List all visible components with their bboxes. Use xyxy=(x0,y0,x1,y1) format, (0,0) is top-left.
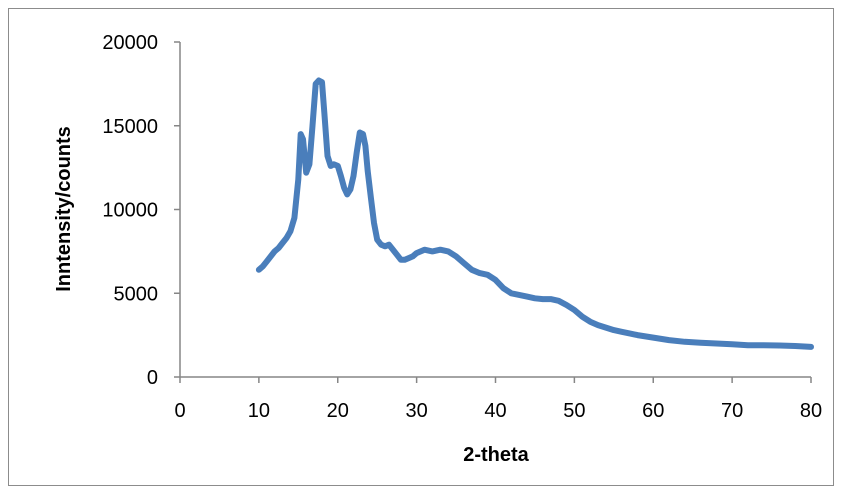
chart-frame xyxy=(8,8,834,486)
y-tick-label: 15000 xyxy=(102,116,158,138)
y-tick-label: 5000 xyxy=(114,283,159,305)
x-tick-label: 30 xyxy=(406,400,428,422)
y-tick-label: 20000 xyxy=(102,32,158,54)
x-axis-title: 2-theta xyxy=(463,444,529,466)
ticks: 0 5000 10000 15000 20000 0 10 20 30 40 50 60 70 80 xyxy=(102,32,822,422)
y-axis-title: Inntensity/counts xyxy=(53,126,75,292)
y-tick-label: 0 xyxy=(147,367,158,389)
x-tick-label: 70 xyxy=(721,400,743,422)
x-tick-label: 60 xyxy=(642,400,664,422)
axes xyxy=(179,42,811,378)
x-tick-label: 80 xyxy=(800,400,822,422)
y-tick-label: 10000 xyxy=(102,200,158,222)
x-tick-label: 40 xyxy=(484,400,506,422)
x-tick-label: 0 xyxy=(174,400,185,422)
plot-area xyxy=(255,77,814,350)
x-tick-label: 50 xyxy=(563,400,585,422)
x-tick-label: 20 xyxy=(327,400,349,422)
series-line-1 xyxy=(255,77,814,350)
x-tick-label: 10 xyxy=(248,400,270,422)
